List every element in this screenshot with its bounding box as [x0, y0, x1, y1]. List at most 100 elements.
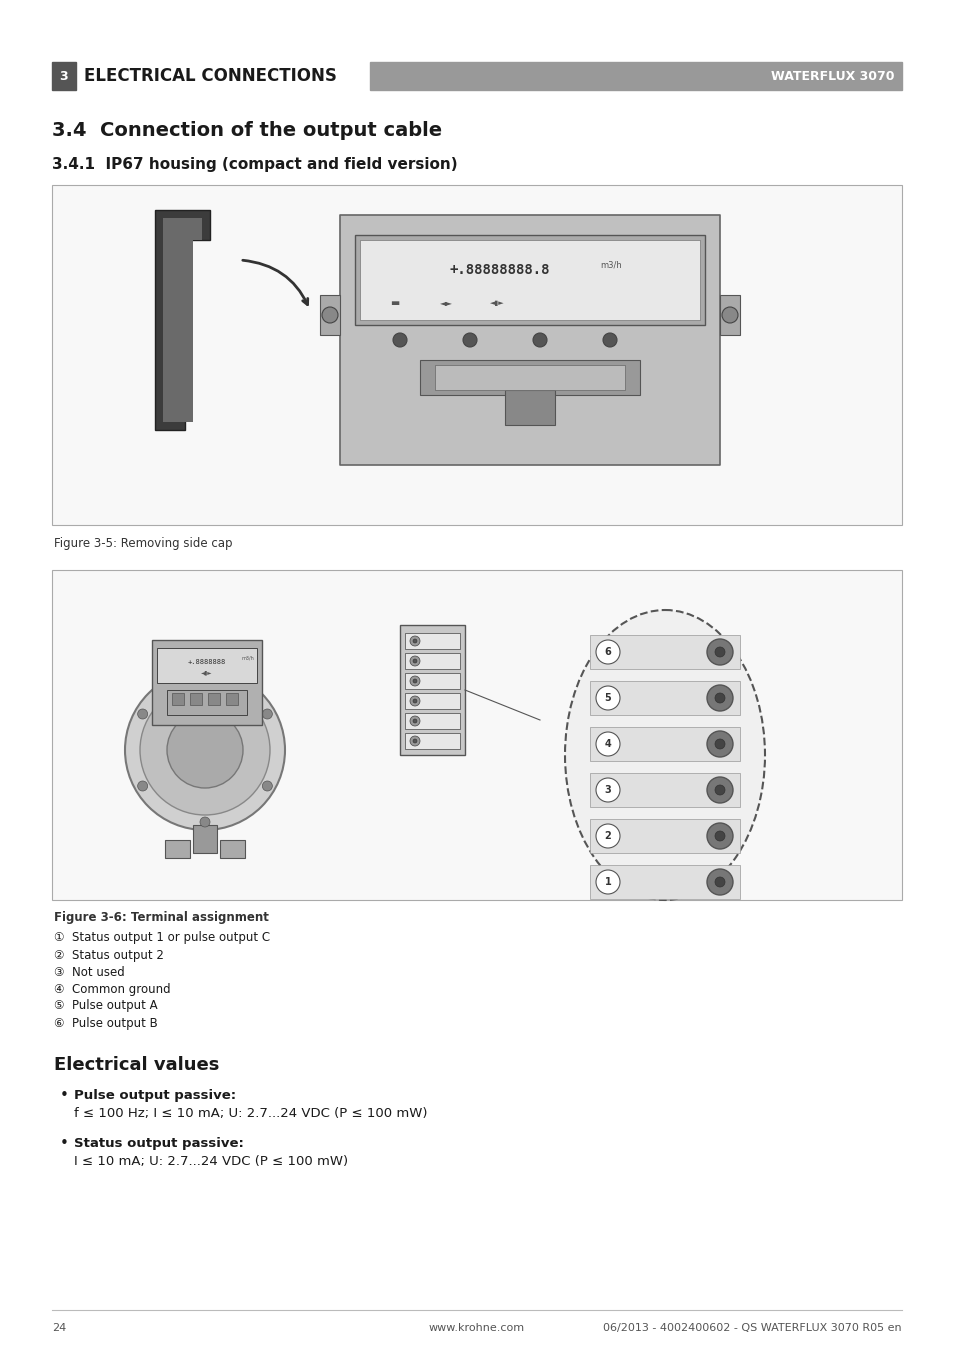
Bar — [193, 825, 216, 852]
Text: ③  Not used: ③ Not used — [54, 966, 125, 978]
Bar — [405, 713, 459, 730]
Bar — [405, 693, 459, 709]
Bar — [52, 185, 901, 526]
Circle shape — [596, 870, 619, 894]
Text: 6: 6 — [604, 647, 611, 657]
Text: ⑥  Pulse output B: ⑥ Pulse output B — [54, 1016, 157, 1029]
Circle shape — [721, 307, 738, 323]
Circle shape — [137, 781, 148, 790]
Text: m3/h: m3/h — [599, 261, 621, 269]
Bar — [435, 365, 624, 390]
Bar — [52, 62, 76, 91]
Ellipse shape — [564, 611, 764, 900]
Circle shape — [706, 869, 732, 894]
Bar — [190, 693, 202, 705]
Bar — [157, 648, 256, 684]
Text: ◄▮►: ◄▮► — [201, 670, 213, 676]
Circle shape — [410, 736, 419, 746]
Circle shape — [413, 639, 416, 643]
Text: ▬: ▬ — [390, 299, 399, 308]
Bar — [319, 295, 339, 335]
Circle shape — [410, 636, 419, 646]
Bar — [355, 235, 704, 326]
Text: Figure 3-5: Removing side cap: Figure 3-5: Removing side cap — [54, 536, 233, 550]
Bar — [370, 62, 901, 91]
Bar — [152, 640, 262, 725]
Text: Status output passive:: Status output passive: — [74, 1136, 244, 1150]
Circle shape — [200, 673, 210, 684]
Text: m3/h: m3/h — [242, 655, 254, 661]
Circle shape — [413, 719, 416, 723]
Text: 3.4.1  IP67 housing (compact and field version): 3.4.1 IP67 housing (compact and field ve… — [52, 158, 457, 173]
Text: 4: 4 — [604, 739, 611, 748]
Bar — [419, 359, 639, 394]
Bar — [405, 673, 459, 689]
Bar — [589, 773, 740, 807]
Text: 3.4  Connection of the output cable: 3.4 Connection of the output cable — [52, 120, 441, 139]
Circle shape — [714, 693, 724, 703]
Text: 3: 3 — [60, 69, 69, 82]
Text: ELECTRICAL CONNECTIONS: ELECTRICAL CONNECTIONS — [84, 68, 336, 85]
Bar — [504, 390, 555, 426]
Circle shape — [706, 777, 732, 802]
Text: •: • — [60, 1135, 69, 1151]
Text: Pulse output passive:: Pulse output passive: — [74, 1089, 236, 1101]
Circle shape — [413, 739, 416, 743]
Text: +.88888888.8: +.88888888.8 — [449, 263, 550, 277]
Circle shape — [533, 332, 546, 347]
Text: I ≤ 10 mA; U: 2.7...24 VDC (P ≤ 100 mW): I ≤ 10 mA; U: 2.7...24 VDC (P ≤ 100 mW) — [74, 1155, 348, 1167]
Bar — [339, 215, 720, 465]
Polygon shape — [154, 209, 210, 430]
Text: Figure 3-6: Terminal assignment: Figure 3-6: Terminal assignment — [54, 912, 269, 924]
Bar — [405, 734, 459, 748]
Circle shape — [596, 824, 619, 848]
Bar — [720, 295, 740, 335]
Circle shape — [596, 686, 619, 711]
Bar — [359, 240, 700, 320]
Circle shape — [714, 785, 724, 794]
Bar — [399, 626, 464, 755]
Text: 1: 1 — [604, 877, 611, 888]
Text: www.krohne.com: www.krohne.com — [429, 1323, 524, 1333]
Text: 24: 24 — [52, 1323, 66, 1333]
Bar — [165, 840, 190, 858]
Circle shape — [137, 709, 148, 719]
Text: 3: 3 — [604, 785, 611, 794]
Circle shape — [410, 716, 419, 725]
Circle shape — [410, 696, 419, 707]
Text: Electrical values: Electrical values — [54, 1056, 219, 1074]
Circle shape — [714, 739, 724, 748]
Bar — [167, 690, 247, 715]
Circle shape — [596, 732, 619, 757]
Text: 2: 2 — [604, 831, 611, 842]
Circle shape — [706, 823, 732, 848]
Circle shape — [714, 831, 724, 842]
Circle shape — [410, 676, 419, 686]
Text: ②  Status output 2: ② Status output 2 — [54, 948, 164, 962]
Text: WATERFLUX 3070: WATERFLUX 3070 — [771, 69, 894, 82]
Bar — [589, 819, 740, 852]
Circle shape — [706, 731, 732, 757]
Bar — [589, 681, 740, 715]
Text: •: • — [60, 1088, 69, 1102]
Circle shape — [714, 877, 724, 888]
Bar — [405, 653, 459, 669]
Circle shape — [596, 778, 619, 802]
Polygon shape — [163, 218, 202, 422]
Circle shape — [140, 685, 270, 815]
Text: ◄►: ◄► — [439, 299, 453, 308]
Text: ⑤  Pulse output A: ⑤ Pulse output A — [54, 1000, 157, 1012]
Bar — [226, 693, 237, 705]
Bar — [220, 840, 245, 858]
Bar — [589, 727, 740, 761]
Text: ◄▮►: ◄▮► — [490, 300, 504, 305]
Circle shape — [262, 781, 272, 790]
Circle shape — [167, 712, 243, 788]
Bar — [52, 570, 901, 900]
Circle shape — [393, 332, 407, 347]
Bar — [405, 634, 459, 648]
Bar — [172, 693, 184, 705]
Text: 5: 5 — [604, 693, 611, 703]
Text: +.8888888: +.8888888 — [188, 659, 226, 665]
Circle shape — [706, 639, 732, 665]
